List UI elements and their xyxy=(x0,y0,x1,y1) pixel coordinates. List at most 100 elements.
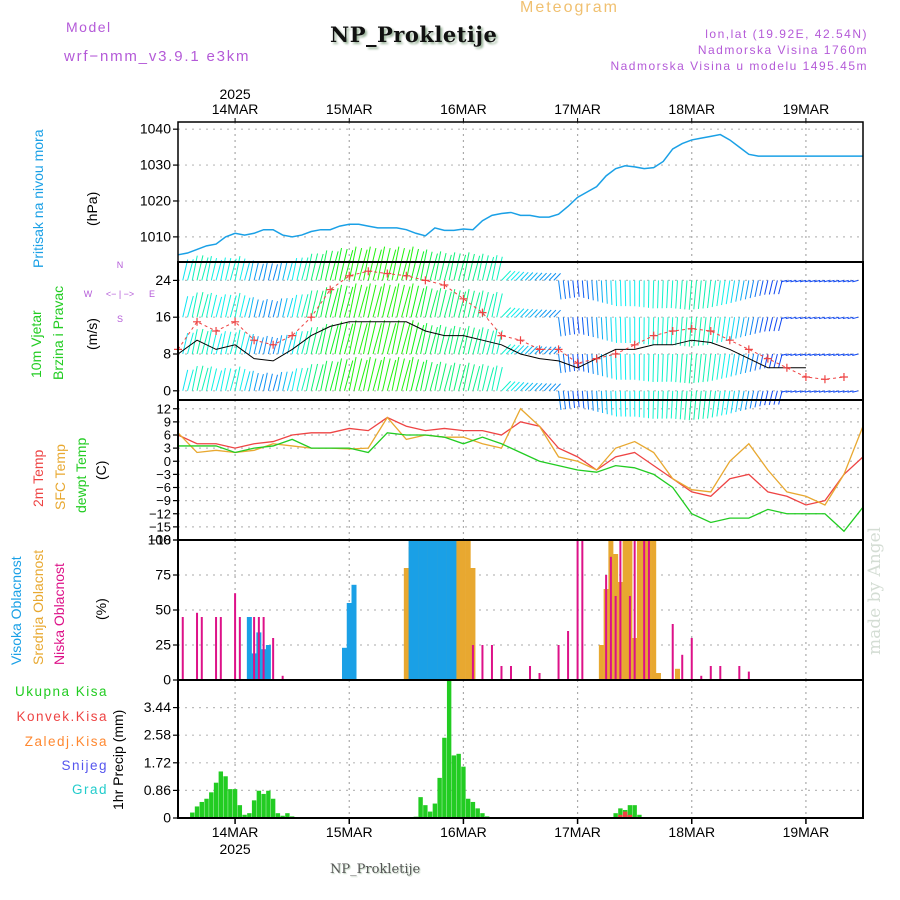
wind-arrow xyxy=(524,345,534,355)
wind-arrow xyxy=(429,363,438,391)
station-elevation: Nadmorska Visina 1760m xyxy=(697,43,868,57)
wind-arrow xyxy=(657,390,659,419)
wind-arrow xyxy=(749,317,755,336)
wind-arrow xyxy=(711,280,717,308)
legend-precip-frz: Zaledj.Kisa xyxy=(24,734,108,749)
cloud-mid-bar xyxy=(465,540,471,680)
wind-arrow xyxy=(429,290,438,318)
cloud-low-bar xyxy=(557,645,560,680)
wind-arrow xyxy=(600,317,604,340)
wind-arrow xyxy=(305,290,313,318)
wind-arrow xyxy=(837,353,845,356)
wind-arrow xyxy=(605,390,608,415)
wind-arrow xyxy=(790,279,797,283)
wind-arrow xyxy=(553,273,561,281)
wind-arrow xyxy=(795,353,802,356)
wind-arrow xyxy=(201,294,209,318)
wind-arrow xyxy=(711,353,717,381)
precip-conv-bar xyxy=(618,814,623,818)
gust-marker xyxy=(231,317,240,326)
wind-arrow xyxy=(267,336,273,355)
cloud-high-bar xyxy=(346,603,352,680)
wind-arrow xyxy=(405,283,414,318)
cloud-high-bar xyxy=(408,540,414,680)
cloud-low-bar xyxy=(647,540,650,680)
wind-arrow xyxy=(505,270,516,281)
wind-arrow xyxy=(688,390,693,421)
wind-arrow xyxy=(472,366,481,391)
ytick-label: −15 xyxy=(149,519,171,534)
wind-arrow xyxy=(735,353,740,376)
wind-arrow xyxy=(315,364,324,391)
wind-arrow xyxy=(439,326,447,355)
wind-arrow xyxy=(267,263,273,281)
wind-arrow xyxy=(206,329,212,355)
precip-conv-bar xyxy=(627,814,633,818)
wind-arrow xyxy=(558,317,562,337)
gust-marker xyxy=(630,340,639,349)
ytick-label: 0 xyxy=(163,672,171,688)
wind-arrow xyxy=(749,353,755,372)
wind-arrow xyxy=(510,344,520,355)
wind-arrow xyxy=(277,371,283,391)
wind-arrow xyxy=(567,280,571,299)
wind-arrow xyxy=(458,328,467,355)
wind-arrow xyxy=(282,297,288,318)
wind-arrow xyxy=(282,334,288,355)
wind-arrow xyxy=(253,262,259,281)
gust-marker xyxy=(592,354,601,363)
wind-arrow xyxy=(358,323,368,355)
cloud-mid-bar xyxy=(460,540,466,680)
wind-arrow xyxy=(725,390,731,415)
wind-arrow xyxy=(448,289,456,318)
gust-marker xyxy=(782,363,791,372)
wind-arrow xyxy=(697,353,702,383)
cloud-mid-bar xyxy=(651,540,657,680)
cloud-low-bar xyxy=(215,617,218,680)
wind-arrow xyxy=(210,331,218,355)
ytick-label: 3.44 xyxy=(144,699,171,715)
wind-arrow xyxy=(615,353,618,380)
precip-total-bar xyxy=(432,803,438,818)
wind-arrow xyxy=(619,390,622,417)
wind-arrow xyxy=(524,382,534,392)
wind-arrow xyxy=(363,320,371,355)
wind-arrow xyxy=(182,369,189,391)
precip-total-bar xyxy=(451,755,457,818)
wind-arrow xyxy=(610,353,613,379)
wind-arrow xyxy=(453,363,461,391)
wind-arrow xyxy=(305,327,313,355)
wind-arrow xyxy=(790,390,797,393)
wind-arrow xyxy=(600,353,604,377)
wind-arrow xyxy=(182,296,189,318)
wind-arrow xyxy=(707,353,712,382)
cloud-mid-bar xyxy=(470,568,476,680)
wind-arrow xyxy=(768,317,774,332)
wind-arrow xyxy=(619,280,622,307)
legend-precip-snow: Snijeg xyxy=(61,758,108,773)
wind-arrow xyxy=(785,316,792,320)
precip-total-bar xyxy=(461,766,466,818)
wind-arrow xyxy=(324,361,333,391)
dewpoint-line xyxy=(178,432,864,533)
wind-arrow xyxy=(615,280,618,307)
wind-arrow xyxy=(759,280,764,296)
coordinates: lon,lat (19.92E, 42.54N) xyxy=(705,27,868,41)
wind-arrow xyxy=(510,308,520,318)
wind-arrow xyxy=(847,316,854,320)
wind-arrow xyxy=(462,252,470,281)
cloud-low-bar xyxy=(709,666,712,680)
wind-arrow xyxy=(382,284,391,318)
gust-marker xyxy=(497,331,506,340)
wind-speed-line xyxy=(177,321,806,369)
wind-arrow xyxy=(429,327,438,355)
precip-total-bar xyxy=(456,753,461,818)
wind-arrow xyxy=(790,316,797,320)
wind-arrow xyxy=(610,390,613,416)
wind-arrow xyxy=(837,316,845,320)
cloud-low-bar xyxy=(605,575,608,680)
wind-arrow xyxy=(572,317,576,335)
wind-arrow xyxy=(543,272,552,281)
wind-arrow xyxy=(675,390,678,419)
wind-arrow xyxy=(666,317,669,345)
